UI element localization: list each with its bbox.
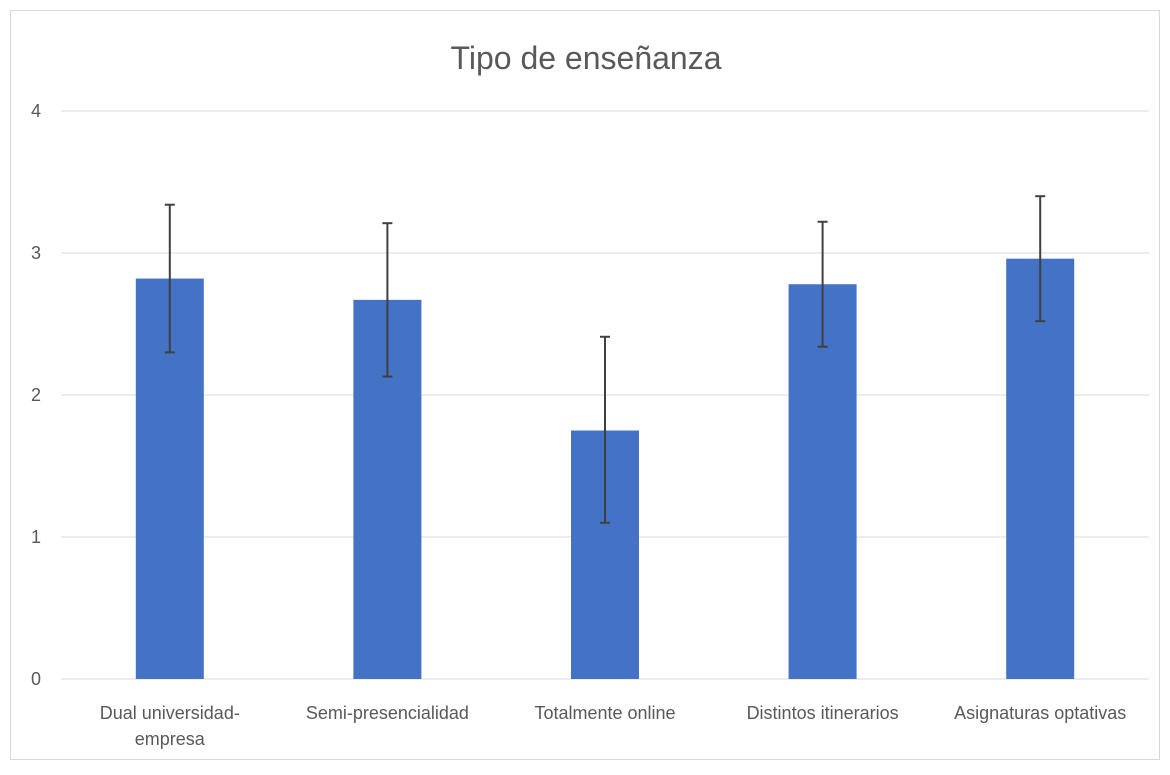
y-tick-label: 2 xyxy=(31,385,41,405)
bar-chart: Tipo de enseñanza 0 1 2 3 4 Dual universidad… xyxy=(31,40,1149,749)
x-category-label: Dual universidad- xyxy=(100,703,240,723)
y-tick-label: 0 xyxy=(31,669,41,689)
x-category-label: Asignaturas optativas xyxy=(954,703,1126,723)
error-bar xyxy=(817,220,828,348)
y-tick-label: 4 xyxy=(31,101,41,121)
bar xyxy=(1006,258,1075,679)
error-bars xyxy=(164,195,1046,524)
error-bar xyxy=(600,335,610,524)
error-bar xyxy=(1035,195,1046,323)
chart-area: Tipo de enseñanza 0 1 2 3 4 Dual universidad… xyxy=(10,10,1160,760)
x-category-label: Semi-presencialidad xyxy=(306,703,469,723)
x-axis-categories: Dual universidad-empresa Semi-presenciali… xyxy=(100,703,1126,749)
bars xyxy=(135,258,1075,679)
y-tick-label: 3 xyxy=(31,243,41,263)
x-category-label: Totalmente online xyxy=(534,703,675,723)
y-tick-label: 1 xyxy=(31,527,41,547)
x-category-label: empresa xyxy=(135,729,206,749)
error-bar xyxy=(382,222,393,378)
error-bar xyxy=(164,203,175,354)
chart-title: Tipo de enseñanza xyxy=(450,40,721,76)
bar xyxy=(788,284,857,679)
x-category-label: Distintos itinerarios xyxy=(747,703,899,723)
y-axis-ticks: 0 1 2 3 4 xyxy=(31,101,41,689)
